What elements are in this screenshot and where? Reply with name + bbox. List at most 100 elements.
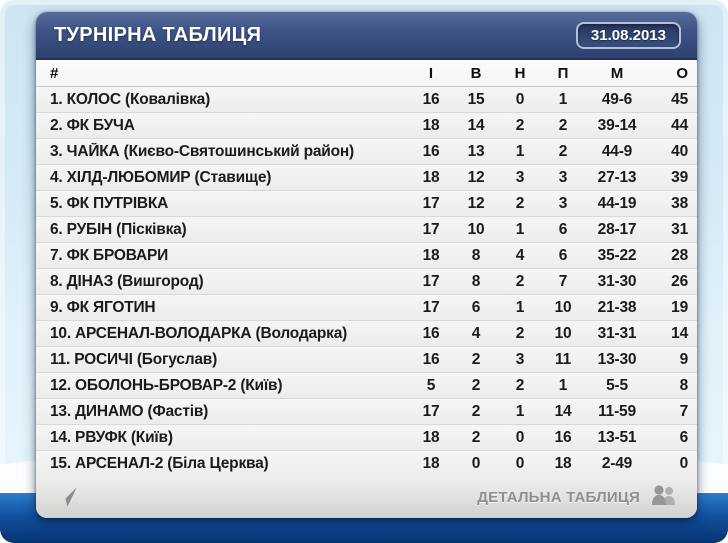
- column-header-draws: Н: [514, 64, 526, 82]
- team-cell: 14. РВУФК (Київ): [50, 428, 173, 446]
- losses-cell: 7: [558, 272, 568, 290]
- table-row: 11. РОСИЧІ (Богуслав) 16 2 3 11 13-30 9: [36, 347, 697, 373]
- games-cell: 17: [422, 194, 440, 212]
- goals-cell: 31-30: [597, 272, 637, 290]
- team-cell: 8. ДІНАЗ (Вишгород): [50, 272, 204, 290]
- losses-cell: 10: [554, 324, 572, 342]
- draws-cell: 0: [515, 455, 525, 472]
- team-cell: 11. РОСИЧІ (Богуслав): [50, 350, 218, 368]
- team-cell: 10. АРСЕНАЛ-ВОЛОДАРКА (Володарка): [50, 324, 348, 342]
- date-badge: 31.08.2013: [575, 21, 681, 49]
- draws-cell: 3: [515, 350, 525, 368]
- goals-cell: 13-51: [597, 428, 637, 446]
- column-header-games: І: [428, 64, 434, 82]
- table-header-row: # І В Н П М О: [36, 60, 697, 87]
- games-cell: 18: [422, 168, 440, 186]
- draws-cell: 2: [515, 324, 525, 342]
- games-cell: 16: [422, 90, 440, 108]
- table-row: 14. РВУФК (Київ) 18 2 0 16 13-51 6: [36, 425, 697, 451]
- points-cell: 19: [671, 298, 688, 316]
- games-cell: 17: [422, 298, 440, 316]
- games-cell: 18: [422, 246, 440, 264]
- points-cell: 39: [671, 168, 688, 186]
- team-cell: 9. ФК ЯГОТИН: [50, 298, 156, 316]
- column-header-points: О: [676, 64, 688, 82]
- table-row: 12. ОБОЛОНЬ-БРОВАР-2 (Київ) 5 2 2 1 5-5 …: [36, 373, 697, 399]
- team-cell: 3. ЧАЙКА (Києво-Святошинський район): [50, 142, 354, 160]
- wins-cell: 2: [471, 376, 481, 394]
- goals-cell: 2-49: [601, 455, 633, 472]
- navigation-arrow-icon: [54, 484, 80, 515]
- table-card: ТУРНІРНА ТАБЛИЦЯ 31.08.2013 # І В Н П М …: [36, 12, 697, 518]
- draws-cell: 2: [515, 194, 525, 212]
- team-cell: 12. ОБОЛОНЬ-БРОВАР-2 (Київ): [50, 376, 283, 394]
- points-cell: 38: [671, 194, 688, 212]
- wins-cell: 0: [471, 455, 481, 472]
- draws-cell: 0: [515, 90, 525, 108]
- detailed-table-link[interactable]: ДЕТАЛЬНА ТАБЛИЦЯ: [477, 483, 679, 512]
- losses-cell: 16: [554, 428, 572, 446]
- table-row: 8. ДІНАЗ (Вишгород) 17 8 2 7 31-30 26: [36, 269, 697, 295]
- wins-cell: 2: [471, 402, 481, 420]
- detailed-table-label: ДЕТАЛЬНА ТАБЛИЦЯ: [477, 489, 640, 506]
- draws-cell: 1: [515, 220, 525, 238]
- games-cell: 17: [422, 272, 440, 290]
- wins-cell: 8: [471, 272, 481, 290]
- table-row: 4. ХІЛД-ЛЮБОМИР (Ставище) 18 12 3 3 27-1…: [36, 165, 697, 191]
- goals-cell: 13-30: [597, 350, 637, 368]
- draws-cell: 1: [515, 298, 525, 316]
- column-header-goals: М: [610, 64, 624, 82]
- column-header-losses: П: [557, 64, 569, 82]
- people-icon: [649, 483, 679, 512]
- table-row: 2. ФК БУЧА 18 14 2 2 39-14 44: [36, 113, 697, 139]
- wins-cell: 2: [471, 428, 481, 446]
- losses-cell: 6: [558, 220, 568, 238]
- table-body: 1. КОЛОС (Ковалівка) 16 15 0 1 49-6 45 2…: [36, 87, 697, 477]
- column-header-rank: #: [50, 64, 59, 82]
- wins-cell: 6: [471, 298, 481, 316]
- card-footer: ДЕТАЛЬНА ТАБЛИЦЯ: [36, 477, 697, 518]
- wins-cell: 14: [467, 116, 485, 134]
- draws-cell: 3: [515, 168, 525, 186]
- draws-cell: 2: [515, 376, 525, 394]
- losses-cell: 3: [558, 168, 568, 186]
- goals-cell: 44-19: [597, 194, 637, 212]
- table-row: 5. ФК ПУТРІВКА 17 12 2 3 44-19 38: [36, 191, 697, 217]
- losses-cell: 6: [558, 246, 568, 264]
- losses-cell: 1: [558, 376, 568, 394]
- wins-cell: 4: [471, 324, 481, 342]
- games-cell: 16: [422, 324, 440, 342]
- losses-cell: 10: [554, 298, 572, 316]
- points-cell: 28: [671, 246, 688, 264]
- goals-cell: 31-31: [597, 324, 637, 342]
- wins-cell: 13: [467, 142, 485, 160]
- wins-cell: 12: [467, 168, 485, 186]
- team-cell: 5. ФК ПУТРІВКА: [50, 194, 169, 212]
- draws-cell: 1: [515, 402, 525, 420]
- losses-cell: 2: [558, 116, 568, 134]
- goals-cell: 28-17: [597, 220, 637, 238]
- losses-cell: 14: [554, 402, 572, 420]
- table-row: 13. ДИНАМО (Фастів) 17 2 1 14 11-59 7: [36, 399, 697, 425]
- losses-cell: 18: [554, 455, 572, 472]
- goals-cell: 49-6: [601, 90, 633, 108]
- games-cell: 18: [422, 428, 440, 446]
- wins-cell: 2: [471, 350, 481, 368]
- widget-title: ТУРНІРНА ТАБЛИЦЯ: [54, 23, 262, 46]
- points-cell: 45: [671, 90, 688, 108]
- table-row: 9. ФК ЯГОТИН 17 6 1 10 21-38 19: [36, 295, 697, 321]
- team-cell: 2. ФК БУЧА: [50, 116, 135, 134]
- table-row: 7. ФК БРОВАРИ 18 8 4 6 35-22 28: [36, 243, 697, 269]
- points-cell: 6: [679, 428, 689, 446]
- points-cell: 31: [671, 220, 688, 238]
- losses-cell: 2: [558, 142, 568, 160]
- games-cell: 17: [422, 402, 440, 420]
- wins-cell: 12: [467, 194, 485, 212]
- draws-cell: 2: [515, 272, 525, 290]
- games-cell: 16: [422, 142, 440, 160]
- points-cell: 26: [671, 272, 688, 290]
- wins-cell: 8: [471, 246, 481, 264]
- table-row: 6. РУБІН (Пісківка) 17 10 1 6 28-17 31: [36, 217, 697, 243]
- points-cell: 44: [671, 116, 688, 134]
